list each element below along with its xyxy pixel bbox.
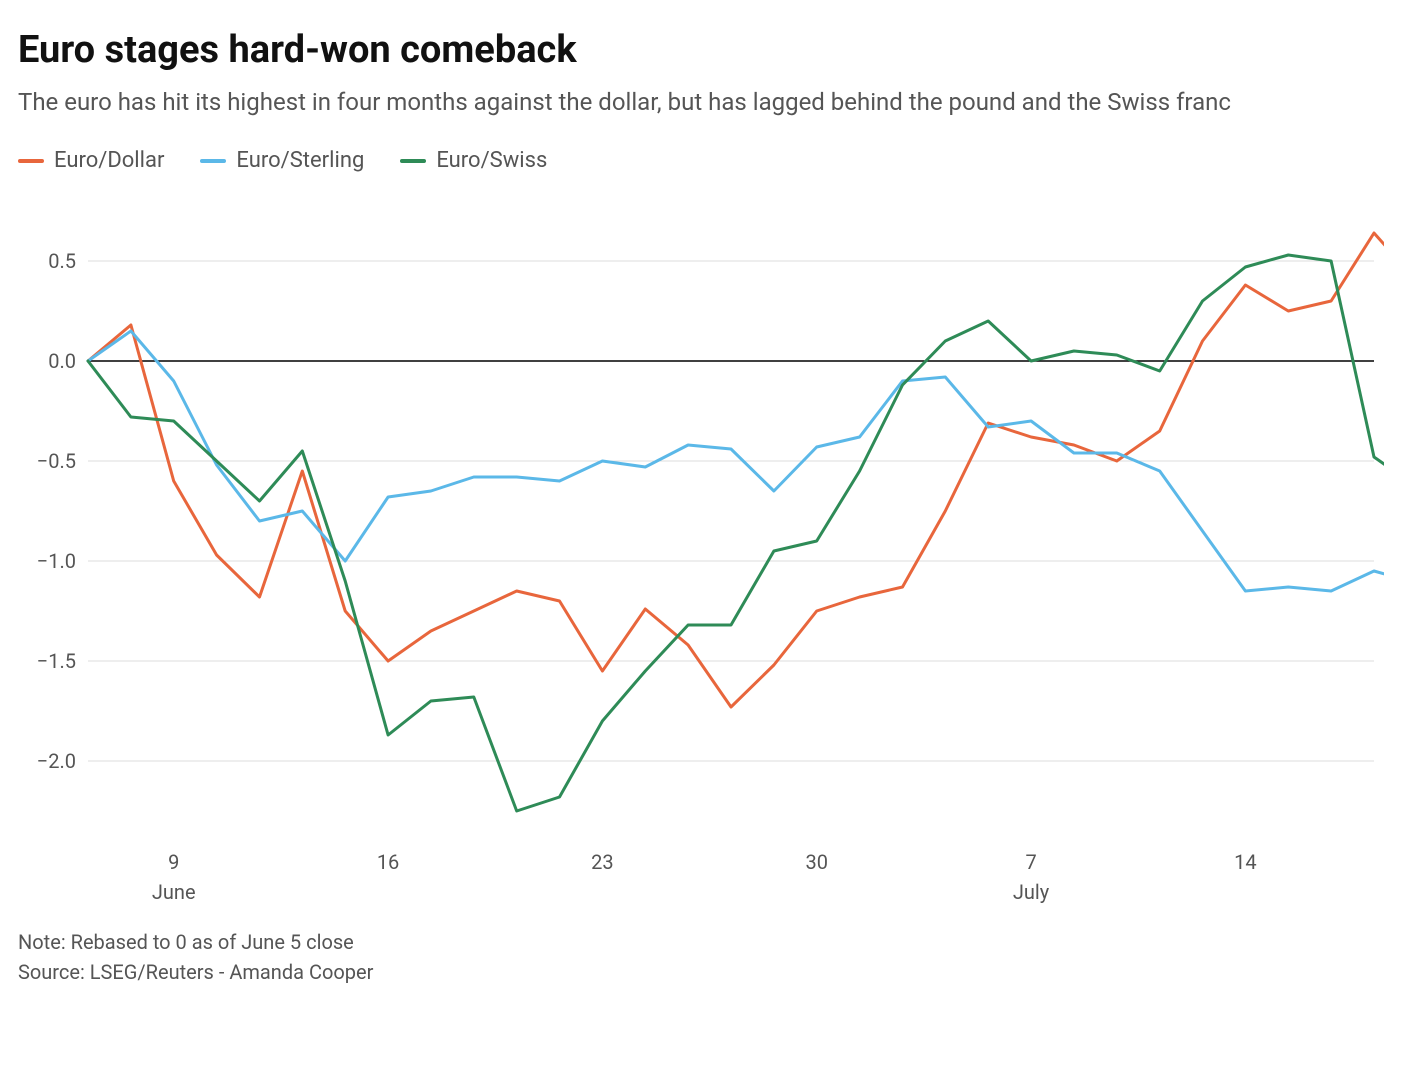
x-axis-month-label: July	[1013, 880, 1050, 904]
legend-label: Euro/Swiss	[436, 148, 547, 173]
legend-swatch	[400, 159, 426, 163]
y-axis-label: 0.5	[48, 249, 76, 273]
x-axis-month-label: June	[152, 880, 196, 904]
chart-subtitle: The euro has hit its highest in four mon…	[18, 86, 1378, 118]
legend-item: Euro/Dollar	[18, 148, 164, 173]
legend-swatch	[200, 159, 226, 163]
source-text: Source: LSEG/Reuters - Amanda Cooper	[18, 957, 1384, 987]
y-axis-label: 0.0	[48, 349, 76, 373]
series-line	[88, 233, 1384, 707]
chart-footer: Note: Rebased to 0 as of June 5 close So…	[18, 927, 1384, 987]
x-axis-day-label: 30	[805, 850, 827, 874]
legend-swatch	[18, 159, 44, 163]
x-axis-day-label: 9	[168, 850, 179, 874]
y-axis-label: −1.5	[37, 649, 76, 673]
line-chart: 0.5 0.0 −0.5 −1.0 −1.5 −2.0 9 16 23 30 7 14 June July	[18, 191, 1384, 911]
legend-item: Euro/Swiss	[400, 148, 547, 173]
legend-item: Euro/Sterling	[200, 148, 364, 173]
legend-label: Euro/Sterling	[236, 148, 364, 173]
chart-title: Euro stages hard-won comeback	[18, 28, 1384, 72]
y-axis-label: −0.5	[37, 449, 76, 473]
x-axis-day-label: 14	[1234, 850, 1256, 874]
x-axis-day-label: 16	[377, 850, 399, 874]
legend: Euro/Dollar Euro/Sterling Euro/Swiss	[18, 148, 1384, 173]
note-text: Note: Rebased to 0 as of June 5 close	[18, 927, 1384, 957]
y-axis-label: −2.0	[37, 749, 76, 773]
y-axis-label: −1.0	[37, 549, 76, 573]
x-axis-day-label: 7	[1025, 850, 1036, 874]
legend-label: Euro/Dollar	[54, 148, 164, 173]
x-axis-day-label: 23	[591, 850, 613, 874]
